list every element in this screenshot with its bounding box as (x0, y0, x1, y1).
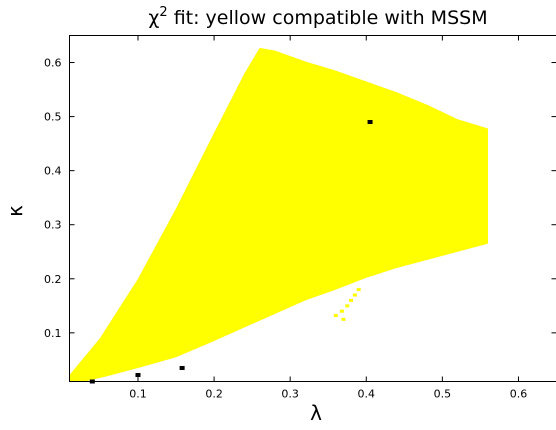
scatter-point (352, 293, 357, 297)
y-axis-label: κ (3, 205, 27, 217)
x-tick-label: 0.3 (281, 388, 299, 401)
x-tick-label: 0.2 (205, 388, 223, 401)
scatter-point (333, 314, 338, 318)
x-tick-label: 0.1 (129, 388, 147, 401)
x-tick-label: 0.5 (434, 388, 452, 401)
chart-title-superscript: 2 (159, 5, 167, 20)
marker-point (135, 373, 141, 378)
allowed-region (69, 47, 488, 382)
axis-ticks: 0.1 0.2 0.3 0.4 0.5 0.6 0.1 0.2 0.3 0.4 0.5 0.6 (44, 35, 556, 401)
y-tick-label: 0.6 (44, 57, 62, 70)
x-axis-label: λ (310, 401, 322, 425)
marker-point (367, 120, 373, 124)
plot-frame (69, 35, 556, 382)
scatter-point (345, 304, 350, 308)
chart-title: χ2 fit: yellow compatible with MSSM (148, 5, 487, 29)
plot-area (69, 47, 488, 384)
y-tick-label: 0.4 (44, 165, 62, 178)
marker-point (179, 365, 185, 370)
y-tick-label: 0.1 (44, 327, 62, 340)
scatter-point (341, 317, 346, 321)
x-tick-label: 0.6 (510, 388, 528, 401)
scatter-point (356, 288, 361, 292)
x-tick-label: 0.4 (358, 388, 376, 401)
y-tick-label: 0.2 (44, 273, 62, 286)
y-tick-label: 0.3 (44, 219, 62, 232)
y-tick-label: 0.5 (44, 111, 62, 124)
scatter-point (339, 309, 344, 313)
chart-title-base: χ (148, 7, 159, 29)
scatter-point (349, 298, 354, 302)
chart-title-rest: fit: yellow compatible with MSSM (168, 7, 488, 29)
